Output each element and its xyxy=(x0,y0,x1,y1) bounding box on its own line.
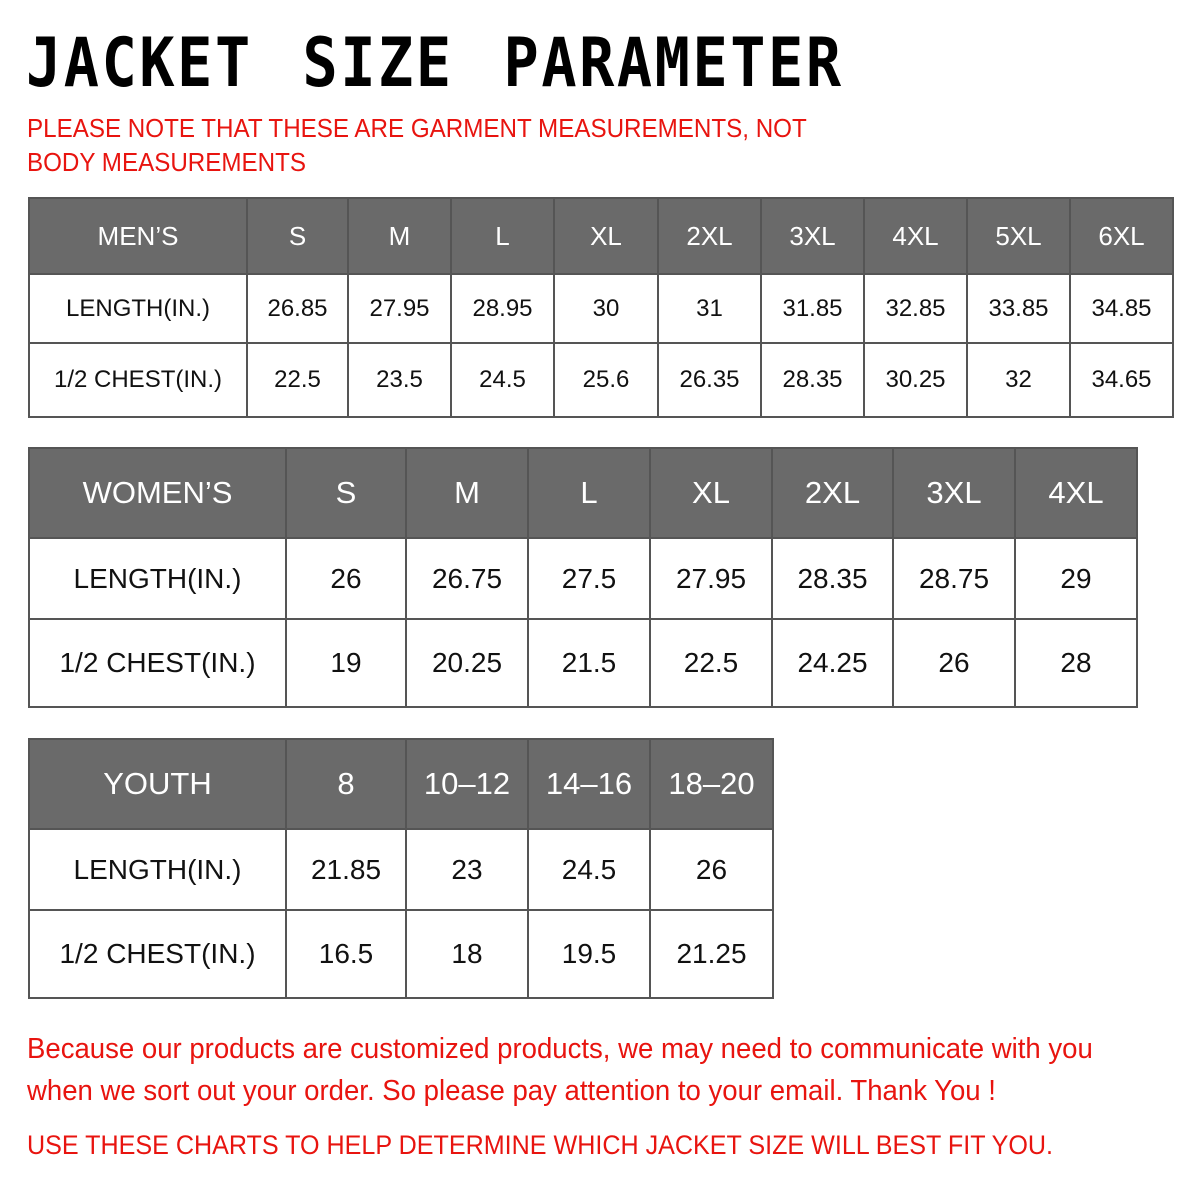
row-label: LENGTH(IN.) xyxy=(28,273,248,344)
size-header: 6XL xyxy=(1069,197,1174,275)
measurement-cell: 28.35 xyxy=(760,342,865,418)
size-header: 2XL xyxy=(657,197,762,275)
measurement-cell: 32 xyxy=(966,342,1071,418)
size-header: XL xyxy=(553,197,659,275)
measurement-cell: 23 xyxy=(405,828,529,911)
measurement-cell: 21.25 xyxy=(649,909,774,999)
measurement-cell: 28.75 xyxy=(892,537,1016,620)
size-header: L xyxy=(450,197,555,275)
size-header: 2XL xyxy=(771,447,894,539)
row-label: LENGTH(IN.) xyxy=(28,537,287,620)
header-row: WOMEN’S S M L XL 2XL 3XL 4XL xyxy=(28,447,1138,539)
measurement-cell: 26.85 xyxy=(246,273,349,344)
page-title: JACKET SIZE PARAMETER xyxy=(26,24,844,103)
customization-message: Because our products are customized prod… xyxy=(27,1033,1093,1107)
size-header: S xyxy=(285,447,407,539)
size-header: XL xyxy=(649,447,773,539)
header-row: MEN’S S M L XL 2XL 3XL 4XL 5XL 6XL xyxy=(28,197,1174,275)
size-header: 18–20 xyxy=(649,738,774,830)
measurement-note: PLEASE NOTE THAT THESE ARE GARMENT MEASU… xyxy=(27,113,807,177)
table-row: 1/2 CHEST(IN.) 22.5 23.5 24.5 25.6 26.35 28.35… xyxy=(28,342,1174,418)
table-label: YOUTH xyxy=(28,738,287,830)
womens-size-table: WOMEN’S S M L XL 2XL 3XL 4XL LENGTH(IN.) 26 26.75 2… xyxy=(28,447,1138,708)
measurement-cell: 22.5 xyxy=(649,618,773,708)
table-label: MEN’S xyxy=(28,197,248,275)
row-label: LENGTH(IN.) xyxy=(28,828,287,911)
size-header: 14–16 xyxy=(527,738,651,830)
measurement-cell: 25.6 xyxy=(553,342,659,418)
measurement-cell: 28.35 xyxy=(771,537,894,620)
measurement-cell: 21.5 xyxy=(527,618,651,708)
measurement-cell: 19.5 xyxy=(527,909,651,999)
table-row: LENGTH(IN.) 26.85 27.95 28.95 30 31 31.85 32.85… xyxy=(28,273,1174,344)
measurement-cell: 27.95 xyxy=(347,273,452,344)
measurement-cell: 26 xyxy=(892,618,1016,708)
table-row: 1/2 CHEST(IN.) 19 20.25 21.5 22.5 24.25 26 28 xyxy=(28,618,1138,708)
size-header: 4XL xyxy=(1014,447,1138,539)
table-row: 1/2 CHEST(IN.) 16.5 18 19.5 21.25 xyxy=(28,909,774,999)
size-header: 3XL xyxy=(892,447,1016,539)
youth-size-table: YOUTH 8 10–12 14–16 18–20 LENGTH(IN.) 21.85 23 2… xyxy=(28,738,774,999)
measurement-cell: 31 xyxy=(657,273,762,344)
measurement-cell: 26.35 xyxy=(657,342,762,418)
row-label: 1/2 CHEST(IN.) xyxy=(28,342,248,418)
measurement-cell: 18 xyxy=(405,909,529,999)
size-header: M xyxy=(347,197,452,275)
size-header: S xyxy=(246,197,349,275)
measurement-cell: 31.85 xyxy=(760,273,865,344)
row-label: 1/2 CHEST(IN.) xyxy=(28,618,287,708)
size-header: M xyxy=(405,447,529,539)
header-row: YOUTH 8 10–12 14–16 18–20 xyxy=(28,738,774,830)
measurement-cell: 27.95 xyxy=(649,537,773,620)
mens-size-table: MEN’S S M L XL 2XL 3XL 4XL 5XL 6XL LENGTH(IN.) 26.8… xyxy=(28,197,1174,418)
measurement-cell: 26 xyxy=(285,537,407,620)
measurement-cell: 29 xyxy=(1014,537,1138,620)
measurement-cell: 28.95 xyxy=(450,273,555,344)
measurement-cell: 30.25 xyxy=(863,342,968,418)
measurement-cell: 26.75 xyxy=(405,537,529,620)
measurement-cell: 33.85 xyxy=(966,273,1071,344)
measurement-cell: 32.85 xyxy=(863,273,968,344)
measurement-cell: 20.25 xyxy=(405,618,529,708)
measurement-cell: 21.85 xyxy=(285,828,407,911)
size-header: 3XL xyxy=(760,197,865,275)
size-advice: USE THESE CHARTS TO HELP DETERMINE WHICH… xyxy=(27,1130,1054,1160)
size-header: 5XL xyxy=(966,197,1071,275)
measurement-cell: 26 xyxy=(649,828,774,911)
measurement-cell: 34.85 xyxy=(1069,273,1174,344)
measurement-cell: 30 xyxy=(553,273,659,344)
measurement-cell: 23.5 xyxy=(347,342,452,418)
measurement-cell: 16.5 xyxy=(285,909,407,999)
table-row: LENGTH(IN.) 21.85 23 24.5 26 xyxy=(28,828,774,911)
measurement-cell: 28 xyxy=(1014,618,1138,708)
table-label: WOMEN’S xyxy=(28,447,287,539)
measurement-cell: 19 xyxy=(285,618,407,708)
size-header: 10–12 xyxy=(405,738,529,830)
size-header: 8 xyxy=(285,738,407,830)
measurement-cell: 27.5 xyxy=(527,537,651,620)
table-row: LENGTH(IN.) 26 26.75 27.5 27.95 28.35 28.75 29 xyxy=(28,537,1138,620)
measurement-cell: 34.65 xyxy=(1069,342,1174,418)
measurement-cell: 22.5 xyxy=(246,342,349,418)
measurement-cell: 24.25 xyxy=(771,618,894,708)
measurement-cell: 24.5 xyxy=(527,828,651,911)
row-label: 1/2 CHEST(IN.) xyxy=(28,909,287,999)
size-header: L xyxy=(527,447,651,539)
size-header: 4XL xyxy=(863,197,968,275)
measurement-cell: 24.5 xyxy=(450,342,555,418)
